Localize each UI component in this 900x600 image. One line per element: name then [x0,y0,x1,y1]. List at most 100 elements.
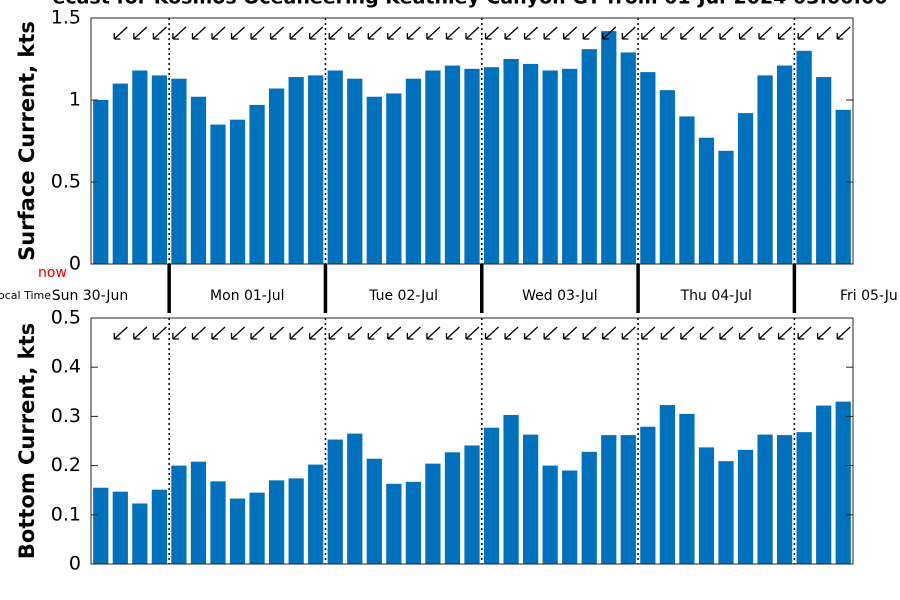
bar [405,78,422,265]
direction-arrow [836,26,851,40]
direction-arrow [172,326,187,340]
direction-arrow [523,326,539,340]
bar [464,445,480,564]
direction-arrow [699,326,714,340]
bar [210,124,226,264]
y-tick-label: 1 [69,89,81,111]
y-tick-label: 0 [69,253,81,275]
direction-arrow [309,26,324,40]
bar [132,70,148,264]
bar [503,414,519,564]
direction-arrow [133,26,148,40]
bar [347,78,363,265]
bar [718,150,734,264]
bar [796,432,812,564]
bar [464,68,480,264]
direction-arrow [758,326,773,340]
bar [835,401,851,564]
bar [581,451,597,564]
bar [210,481,226,564]
day-label: Mon 01-Jul [210,288,285,304]
bar [640,426,656,564]
direction-arrow [387,26,402,40]
direction-arrow [504,26,519,40]
direction-arrow [230,326,245,340]
direction-arrow [250,26,265,40]
plot-frame [90,17,854,265]
bar [308,75,324,265]
direction-arrow [680,326,695,340]
direction-arrow [348,26,363,40]
y-tick-label: 0.4 [51,356,81,378]
direction-arrow [797,326,812,340]
bar [542,465,558,564]
bar [288,77,304,264]
bar [288,478,304,564]
direction-arrow [543,326,558,340]
direction-arrow [367,326,382,340]
direction-arrow [191,26,206,40]
direction-arrow [641,326,656,340]
direction-arrow [602,26,617,40]
direction-arrow [211,26,226,40]
direction-arrow [191,326,206,340]
bar [776,435,793,564]
bar [483,67,500,264]
direction-arrow [445,26,460,40]
direction-arrow [426,326,441,340]
direction-arrow [602,326,617,340]
bar [249,104,265,264]
direction-arrow [699,26,714,40]
y-tick-label: 0 [69,553,81,575]
bar [737,113,754,265]
bar [425,70,441,264]
direction-arrow [348,326,363,340]
bar [229,498,246,564]
bar [483,427,500,564]
bar [190,461,207,564]
bar [386,93,402,264]
direction-arrow [582,26,597,40]
y-axis-label: Bottom Current, kts [15,323,39,559]
direction-arrow [797,26,812,40]
bar [698,447,715,564]
direction-arrow [543,26,558,40]
bar [776,65,793,264]
bar [698,137,715,264]
direction-arrow [172,26,187,40]
direction-arrow [738,26,753,40]
direction-arrow [367,26,382,40]
bar [268,480,285,564]
bar [601,435,617,564]
bar [562,470,578,564]
direction-arrow [621,326,636,340]
bar [835,109,851,264]
bar [620,435,636,564]
direction-arrow [230,26,245,40]
direction-arrow [152,26,167,40]
day-label: Fri 05-Ju [840,288,898,304]
bar [640,72,656,265]
bar [562,68,578,264]
y-tick-label: 0.5 [51,307,81,329]
bar [308,464,324,564]
direction-arrow [660,326,675,340]
direction-arrow [719,326,734,340]
bar [112,491,128,564]
bar [757,434,773,564]
direction-arrow [406,26,421,40]
direction-arrow [758,26,773,40]
bar [522,434,539,564]
direction-arrow [777,26,793,40]
bar [816,77,832,264]
y-tick-label: 0.1 [51,503,81,525]
direction-arrow [269,326,285,340]
chart-title: ecast for Kosmos Oceaneering Keathley Ca… [52,0,887,9]
direction-arrow [817,26,832,40]
direction-arrow [113,26,128,40]
direction-arrow [406,326,421,340]
direction-arrow [328,326,343,340]
day-label: Sun 30-Jun [52,288,129,304]
bar [268,88,285,265]
